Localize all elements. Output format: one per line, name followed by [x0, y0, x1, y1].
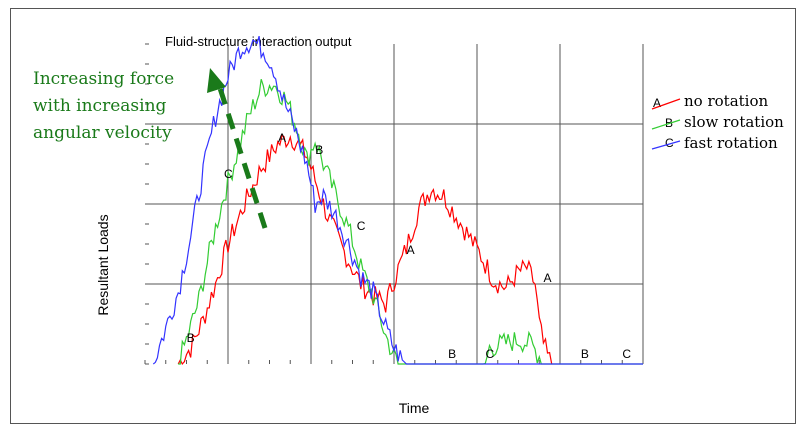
annotation-arrow-head — [207, 68, 226, 93]
legend-swatch-a — [651, 98, 681, 110]
y-axis-label: Resultant Loads — [95, 214, 111, 315]
series-line-a — [177, 134, 553, 366]
legend-entry-a: A no rotation — [651, 92, 768, 110]
curve-label-b: B — [448, 347, 456, 361]
annotation-line-3: angular velocity — [33, 123, 172, 143]
annotation-arrow-shaft — [215, 81, 268, 229]
grid — [144, 43, 644, 365]
x-axis-label: Time — [399, 400, 430, 416]
legend-label-a: no rotation — [684, 92, 768, 110]
curve-label-b: B — [187, 331, 195, 345]
annotation: Increasing force with increasing angular… — [33, 68, 268, 229]
curve-label-c: C — [357, 219, 366, 233]
legend-entry-b: B slow rotation — [651, 113, 784, 131]
legend-marker-c: C — [665, 136, 674, 150]
legend-label-b: slow rotation — [684, 113, 784, 131]
legend: A no rotation B slow rotation C fast rot… — [651, 92, 784, 152]
curve-label-a: A — [544, 271, 552, 285]
series-line-b — [178, 79, 643, 365]
series-layer — [152, 35, 643, 366]
series-line-c — [152, 35, 643, 365]
annotation-line-2: with increasing — [33, 96, 167, 116]
curve-label-c: C — [622, 347, 631, 361]
curve-label-a: A — [278, 131, 286, 145]
curve-label-c: C — [224, 167, 233, 181]
legend-label-c: fast rotation — [684, 134, 778, 152]
curve-label-a: A — [407, 243, 415, 257]
legend-swatch-c — [651, 140, 681, 150]
legend-entry-c: C fast rotation — [651, 134, 778, 152]
legend-marker-a: A — [653, 96, 661, 110]
curve-label-c: C — [485, 347, 494, 361]
curve-label-b: B — [315, 143, 323, 157]
curve-label-b: B — [581, 347, 589, 361]
annotation-line-1: Increasing force — [33, 69, 174, 89]
chart-frame — [10, 8, 796, 424]
chart-title: Fluid-structure interaction output — [165, 34, 352, 49]
legend-swatch-b — [651, 119, 681, 130]
curve-labels: A A A B B B B C C C C — [187, 131, 632, 361]
